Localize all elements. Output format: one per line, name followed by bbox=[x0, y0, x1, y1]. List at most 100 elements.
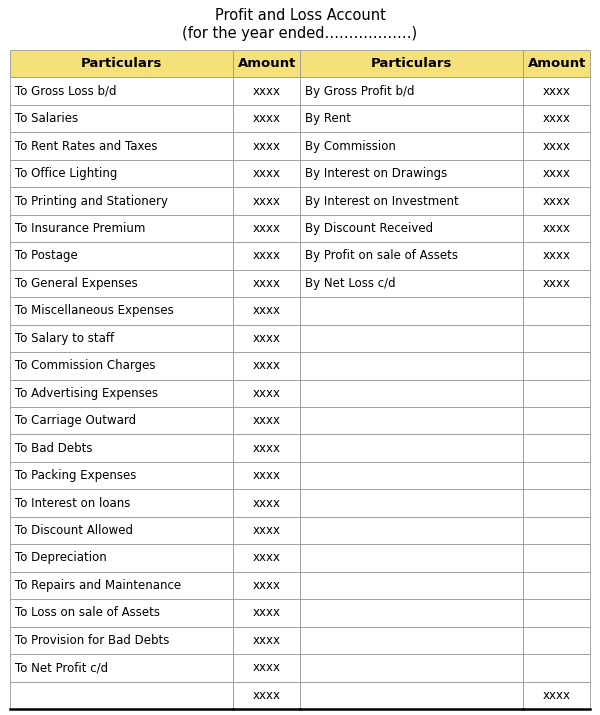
Text: xxxx: xxxx bbox=[253, 524, 281, 537]
Bar bbox=[10, 599, 233, 626]
Text: Amount: Amount bbox=[527, 57, 586, 70]
Text: By Profit on sale of Assets: By Profit on sale of Assets bbox=[305, 250, 458, 262]
Bar bbox=[300, 352, 523, 380]
Bar bbox=[10, 160, 233, 187]
Text: xxxx: xxxx bbox=[253, 606, 281, 619]
Text: By Net Loss c/d: By Net Loss c/d bbox=[305, 277, 395, 290]
Text: xxxx: xxxx bbox=[253, 194, 281, 207]
Text: To Salary to staff: To Salary to staff bbox=[15, 332, 114, 345]
Bar bbox=[10, 572, 233, 599]
Text: By Interest on Drawings: By Interest on Drawings bbox=[305, 167, 447, 180]
Text: To Rent Rates and Taxes: To Rent Rates and Taxes bbox=[15, 139, 157, 152]
Bar bbox=[523, 270, 590, 297]
Bar bbox=[523, 187, 590, 214]
Bar bbox=[300, 270, 523, 297]
Text: xxxx: xxxx bbox=[253, 139, 281, 152]
Text: xxxx: xxxx bbox=[253, 689, 281, 701]
Text: To Repairs and Maintenance: To Repairs and Maintenance bbox=[15, 579, 181, 592]
Bar bbox=[233, 214, 300, 242]
Text: To Gross Loss b/d: To Gross Loss b/d bbox=[15, 84, 116, 98]
Bar bbox=[233, 242, 300, 270]
Bar bbox=[10, 242, 233, 270]
Bar bbox=[10, 517, 233, 544]
Text: To Miscellaneous Expenses: To Miscellaneous Expenses bbox=[15, 305, 174, 317]
Text: xxxx: xxxx bbox=[253, 634, 281, 647]
Bar bbox=[523, 297, 590, 325]
Text: xxxx: xxxx bbox=[253, 167, 281, 180]
Bar bbox=[233, 544, 300, 572]
Text: By Interest on Investment: By Interest on Investment bbox=[305, 194, 459, 207]
Bar bbox=[523, 50, 590, 77]
Bar bbox=[10, 352, 233, 380]
Bar bbox=[233, 380, 300, 407]
Text: xxxx: xxxx bbox=[253, 414, 281, 427]
Bar bbox=[233, 297, 300, 325]
Text: To Carriage Outward: To Carriage Outward bbox=[15, 414, 136, 427]
Bar bbox=[300, 599, 523, 626]
Bar bbox=[300, 214, 523, 242]
Text: To Printing and Stationery: To Printing and Stationery bbox=[15, 194, 168, 207]
Bar bbox=[10, 380, 233, 407]
Bar bbox=[300, 160, 523, 187]
Bar bbox=[523, 407, 590, 435]
Text: To Interest on loans: To Interest on loans bbox=[15, 496, 130, 510]
Bar bbox=[300, 105, 523, 132]
Text: (for the year ended………………): (for the year ended………………) bbox=[182, 26, 418, 41]
Bar bbox=[523, 77, 590, 105]
Bar bbox=[300, 626, 523, 654]
Bar bbox=[300, 297, 523, 325]
Bar bbox=[523, 626, 590, 654]
Bar bbox=[523, 214, 590, 242]
Bar bbox=[10, 544, 233, 572]
Text: To Salaries: To Salaries bbox=[15, 112, 78, 125]
Bar bbox=[523, 599, 590, 626]
Bar bbox=[300, 681, 523, 709]
Bar bbox=[10, 132, 233, 160]
Bar bbox=[300, 435, 523, 462]
Text: By Discount Received: By Discount Received bbox=[305, 222, 433, 235]
Bar bbox=[300, 572, 523, 599]
Text: To Advertising Expenses: To Advertising Expenses bbox=[15, 387, 158, 400]
Bar bbox=[10, 489, 233, 517]
Text: xxxx: xxxx bbox=[253, 387, 281, 400]
Bar bbox=[300, 517, 523, 544]
Text: xxxx: xxxx bbox=[542, 689, 571, 701]
Bar bbox=[10, 214, 233, 242]
Bar bbox=[233, 160, 300, 187]
Bar bbox=[523, 572, 590, 599]
Bar bbox=[300, 242, 523, 270]
Text: xxxx: xxxx bbox=[542, 194, 571, 207]
Text: xxxx: xxxx bbox=[253, 277, 281, 290]
Bar bbox=[523, 242, 590, 270]
Bar bbox=[233, 462, 300, 489]
Text: xxxx: xxxx bbox=[542, 277, 571, 290]
Bar bbox=[523, 462, 590, 489]
Bar bbox=[10, 105, 233, 132]
Bar bbox=[233, 105, 300, 132]
Text: xxxx: xxxx bbox=[542, 112, 571, 125]
Text: To Office Lighting: To Office Lighting bbox=[15, 167, 118, 180]
Bar bbox=[300, 77, 523, 105]
Bar bbox=[233, 435, 300, 462]
Text: xxxx: xxxx bbox=[253, 661, 281, 674]
Text: To Postage: To Postage bbox=[15, 250, 78, 262]
Text: xxxx: xxxx bbox=[253, 305, 281, 317]
Bar bbox=[233, 654, 300, 681]
Text: xxxx: xxxx bbox=[253, 222, 281, 235]
Text: To Loss on sale of Assets: To Loss on sale of Assets bbox=[15, 606, 160, 619]
Bar bbox=[523, 325, 590, 352]
Bar bbox=[523, 352, 590, 380]
Text: To Bad Debts: To Bad Debts bbox=[15, 442, 92, 455]
Bar bbox=[523, 654, 590, 681]
Text: To Provision for Bad Debts: To Provision for Bad Debts bbox=[15, 634, 169, 647]
Bar bbox=[233, 626, 300, 654]
Bar bbox=[233, 325, 300, 352]
Text: xxxx: xxxx bbox=[253, 112, 281, 125]
Text: To Discount Allowed: To Discount Allowed bbox=[15, 524, 133, 537]
Text: To Insurance Premium: To Insurance Premium bbox=[15, 222, 145, 235]
Bar bbox=[300, 407, 523, 435]
Text: xxxx: xxxx bbox=[253, 496, 281, 510]
Text: xxxx: xxxx bbox=[542, 84, 571, 98]
Bar bbox=[10, 297, 233, 325]
Text: To General Expenses: To General Expenses bbox=[15, 277, 138, 290]
